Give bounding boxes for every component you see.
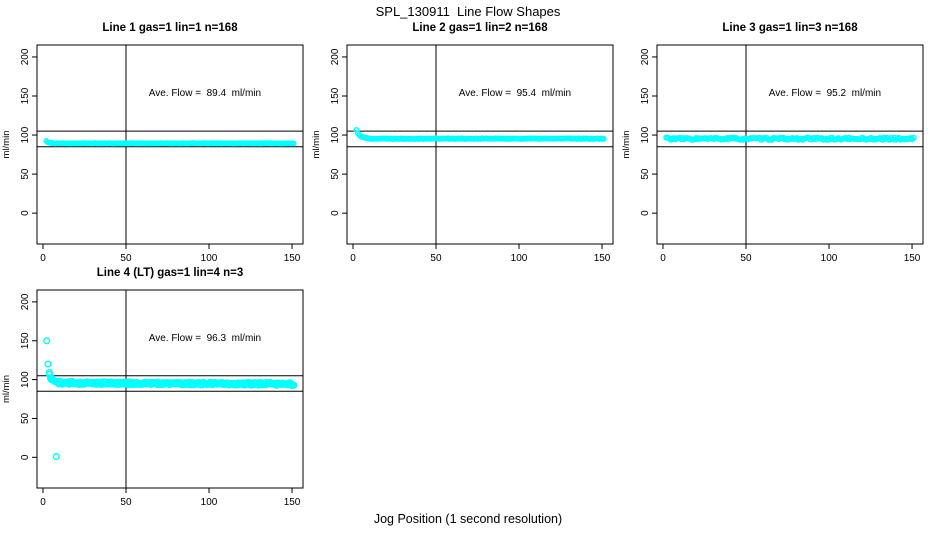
ave-flow-annotation-1: Ave. Flow = 89.4 ml/min bbox=[148, 87, 262, 99]
x-tick-label: 100 bbox=[201, 253, 218, 264]
x-axis-label: Jog Position (1 second resolution) bbox=[373, 512, 563, 526]
x-tick-label: 150 bbox=[284, 253, 301, 264]
y-tick-label: 50 bbox=[20, 412, 31, 424]
y-tick-label: 50 bbox=[20, 168, 31, 180]
data-point bbox=[52, 452, 60, 461]
data-point bbox=[600, 135, 607, 142]
x-tick-label: 50 bbox=[740, 253, 752, 264]
x-tick-label: 150 bbox=[594, 253, 611, 264]
y-tick-label: 200 bbox=[20, 293, 31, 310]
y-tick-label: 50 bbox=[640, 168, 651, 180]
y-unit-label: ml/min bbox=[621, 131, 632, 159]
x-tick-label: 100 bbox=[821, 253, 838, 264]
scatter-series bbox=[43, 337, 298, 461]
y-tick-label: 200 bbox=[640, 48, 651, 65]
panel-line-3: 0 50 100 150 0 50 100 150 200 ml/min bbox=[621, 44, 924, 264]
y-tick-label: 0 bbox=[20, 210, 31, 216]
data-point bbox=[910, 134, 917, 141]
plot-frame bbox=[656, 44, 924, 245]
scatter-series bbox=[663, 134, 917, 143]
x-tick-label: 0 bbox=[40, 253, 46, 264]
data-point bbox=[43, 337, 51, 345]
y-tick-label: 150 bbox=[20, 332, 31, 349]
y-tick-label: 50 bbox=[330, 168, 341, 180]
y-tick-label: 150 bbox=[20, 87, 31, 104]
panel-title-3: Line 3 gas=1 lin=3 n=168 bbox=[722, 22, 858, 34]
ave-flow-annotation-2: Ave. Flow = 95.4 ml/min bbox=[458, 87, 572, 99]
scatter-series bbox=[43, 138, 297, 147]
panel-line-2: 0 50 100 150 0 50 100 150 200 ml/min bbox=[311, 44, 614, 264]
y-tick-label: 100 bbox=[20, 126, 31, 143]
ave-flow-annotation-4: Ave. Flow = 96.3 ml/min bbox=[148, 332, 262, 344]
panel-line-4: 0 50 100 150 0 50 100 150 200 ml/min bbox=[1, 289, 304, 508]
y-tick-label: 200 bbox=[330, 48, 341, 65]
y-tick-label: 100 bbox=[330, 126, 341, 143]
data-point bbox=[290, 140, 297, 147]
data-point bbox=[290, 381, 298, 389]
y-unit-label: ml/min bbox=[1, 131, 12, 159]
x-tick-label: 150 bbox=[284, 497, 301, 508]
main-title: SPL_130911 Line Flow Shapes bbox=[375, 4, 561, 19]
x-tick-label: 50 bbox=[430, 253, 442, 264]
x-tick-label: 100 bbox=[201, 497, 218, 508]
scatter-series bbox=[353, 126, 607, 142]
y-tick-label: 150 bbox=[330, 87, 341, 104]
y-tick-label: 0 bbox=[330, 210, 341, 216]
x-tick-label: 50 bbox=[120, 497, 132, 508]
y-tick-label: 100 bbox=[20, 371, 31, 388]
y-unit-label: ml/min bbox=[311, 131, 322, 159]
plot-frame bbox=[36, 289, 304, 489]
y-tick-label: 0 bbox=[640, 210, 651, 216]
y-unit-label: ml/min bbox=[1, 375, 12, 403]
y-tick-label: 150 bbox=[640, 87, 651, 104]
ave-flow-annotation-3: Ave. Flow = 95.2 ml/min bbox=[768, 87, 882, 99]
x-tick-label: 0 bbox=[350, 253, 356, 264]
x-tick-label: 100 bbox=[511, 253, 528, 264]
y-tick-label: 0 bbox=[20, 454, 31, 460]
x-tick-label: 0 bbox=[660, 253, 666, 264]
panel-title-2: Line 2 gas=1 lin=2 n=168 bbox=[412, 22, 548, 34]
data-point bbox=[44, 360, 52, 368]
x-tick-label: 0 bbox=[40, 497, 46, 508]
panel-title-4: Line 4 (LT) gas=1 lin=4 n=3 bbox=[96, 267, 244, 279]
x-tick-label: 50 bbox=[120, 253, 132, 264]
y-tick-label: 200 bbox=[20, 48, 31, 65]
x-tick-label: 150 bbox=[904, 253, 921, 264]
plot-frame bbox=[36, 44, 304, 245]
panel-line-1: 0 50 100 150 0 50 100 150 200 ml/min bbox=[1, 44, 304, 264]
panel-title-1: Line 1 gas=1 lin=1 n=168 bbox=[102, 22, 238, 34]
plot-frame bbox=[346, 44, 614, 245]
y-tick-label: 100 bbox=[640, 126, 651, 143]
